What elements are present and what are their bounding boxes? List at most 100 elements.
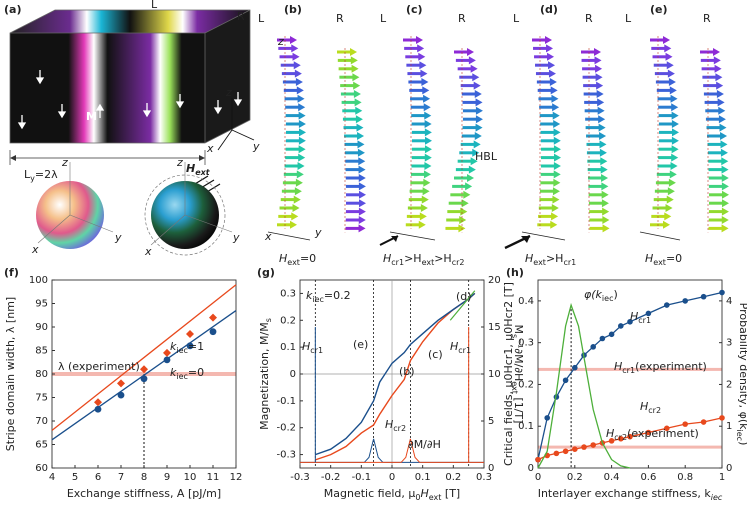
spin-arrow-head xyxy=(358,216,366,224)
spin-arrow-head xyxy=(594,56,602,65)
spin-arrow-head xyxy=(720,140,728,149)
y-tick-label: 60 xyxy=(35,463,48,474)
spin-arrow-head xyxy=(472,73,480,82)
spin-arrow-head xyxy=(600,165,608,174)
spin-arrow-head xyxy=(295,178,303,187)
spin-column-e-R xyxy=(700,48,729,233)
spin-arrow-head xyxy=(666,61,674,70)
y-tick-label: 0.1 xyxy=(280,342,296,353)
spin-arrow-head xyxy=(467,174,474,182)
spin-column-b-R xyxy=(337,48,366,233)
axis-z-b: z xyxy=(277,35,284,48)
spin-arrow-head xyxy=(553,120,561,128)
y-tick-label: 0.2 xyxy=(280,315,296,326)
spin-arrow-head xyxy=(671,153,679,162)
spin-arrow-head xyxy=(670,162,678,170)
x-tick-label: 0 xyxy=(535,472,541,483)
spin-arrow-head xyxy=(358,199,366,208)
spin-arrow-head xyxy=(298,136,306,145)
spin-arrow-head xyxy=(670,94,678,103)
spin-arrow-head xyxy=(601,199,609,208)
y-axis-label: Critical fields, μ0Hcr1, μ0Hcr2 [T] xyxy=(502,282,515,466)
layer-R-label-a: R xyxy=(237,10,245,23)
x-axis-label: Interlayer exchange stiffness, kiec xyxy=(538,487,723,502)
axis-x-label-a: x xyxy=(206,142,214,155)
data-point xyxy=(572,446,578,453)
axis-y-label-a: y xyxy=(252,140,260,153)
data-point xyxy=(682,421,688,427)
hcr2-label: Hcr2 xyxy=(640,400,661,415)
data-point xyxy=(645,310,652,317)
spin-arrow-head xyxy=(354,98,362,107)
sphere1-z: z xyxy=(61,156,68,169)
x-tick-label: 10 xyxy=(184,472,197,483)
spin-arrow-head xyxy=(424,128,432,137)
spin-arrow-head xyxy=(550,86,558,95)
panel-f-label: (f) xyxy=(4,266,19,279)
spin-arrow-head xyxy=(671,145,679,154)
spin-arrow-head xyxy=(475,115,483,124)
panel-b-label: (b) xyxy=(284,3,302,16)
spin-arrow-head xyxy=(669,86,677,95)
spin-arrow-head xyxy=(475,98,483,107)
spin-arrow-head xyxy=(291,44,299,53)
spin-arrow-head xyxy=(594,48,601,56)
reference-label: λ (experiment) xyxy=(58,360,140,373)
y-tick-label: 0.2 xyxy=(518,379,534,390)
spin-arrow-head xyxy=(423,170,431,179)
spin-arrow-head xyxy=(671,111,679,120)
layer-L-e: L xyxy=(625,12,632,25)
spin-arrow-head xyxy=(295,78,303,86)
domain-magnetization-arrows xyxy=(17,70,243,130)
data-point-diamond xyxy=(163,348,171,357)
spin-arrow-head xyxy=(351,64,359,73)
y-tick-label: 0 xyxy=(528,463,534,474)
spin-arrow-head xyxy=(460,207,468,216)
x-tick-label: 0.1 xyxy=(415,472,431,483)
x-tick-label: 0.4 xyxy=(604,472,620,483)
y-tick-label: -0.3 xyxy=(276,450,296,461)
x-tick-label: 11 xyxy=(207,472,220,483)
y2-tick-label: 4 xyxy=(726,296,732,307)
spin-arrow-head xyxy=(553,145,561,154)
spin-baseline xyxy=(389,231,436,241)
data-point xyxy=(618,435,624,442)
spin-baseline xyxy=(267,231,311,241)
spin-arrow-head xyxy=(463,190,471,199)
spin-arrow-head xyxy=(424,153,432,162)
magnetization-curve xyxy=(315,292,476,456)
y-tick-label: 70 xyxy=(35,416,48,427)
x-tick-label: 1 xyxy=(719,472,725,483)
spin-arrow-head xyxy=(358,190,366,199)
spin-arrow-head xyxy=(358,207,366,216)
spin-arrow-head xyxy=(468,56,476,65)
spin-arrow-head xyxy=(669,170,677,179)
derivative-curve xyxy=(300,438,484,463)
spin-arrow-head xyxy=(294,187,302,196)
axis-y-b: y xyxy=(314,226,322,239)
data-point-circle xyxy=(209,328,217,336)
spin-arrow-head xyxy=(416,36,423,44)
spin-arrow-head xyxy=(358,182,366,191)
data-point xyxy=(719,289,725,296)
spin-arrow-head xyxy=(352,73,360,82)
caption-c: Hcr1>Hext>Hcr2 xyxy=(383,252,465,267)
y-tick-label: 95 xyxy=(35,299,48,310)
spin-arrow-head xyxy=(468,165,476,174)
x-tick-label: 8 xyxy=(141,472,147,483)
state-marker: (d) xyxy=(456,290,472,303)
spin-arrow-head xyxy=(599,132,607,140)
chart-g: -0.3 -0.2 -0.1 0 0.1 0.2 0.3 -0.3 -0.2 -0.1 0 0.1 0.… xyxy=(258,275,525,502)
spin-arrow-head xyxy=(596,90,604,98)
y2-tick-label: 15 xyxy=(488,322,501,333)
spin-arrow-head xyxy=(553,128,561,137)
spin-arrow-head xyxy=(418,220,426,229)
field-arrowhead-d xyxy=(521,236,530,243)
caption-b: Hext=0 xyxy=(279,252,316,267)
layer-R-c: R xyxy=(458,12,466,25)
x-tick-label: 5 xyxy=(72,472,78,483)
spin-column-c-L xyxy=(403,36,432,229)
spin-arrow-head xyxy=(596,81,604,90)
spin-arrow-head xyxy=(290,36,297,44)
